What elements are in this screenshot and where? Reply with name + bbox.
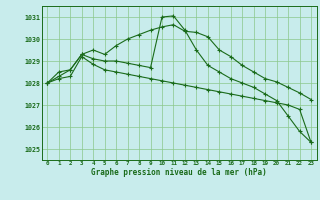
X-axis label: Graphe pression niveau de la mer (hPa): Graphe pression niveau de la mer (hPa) [91,168,267,177]
